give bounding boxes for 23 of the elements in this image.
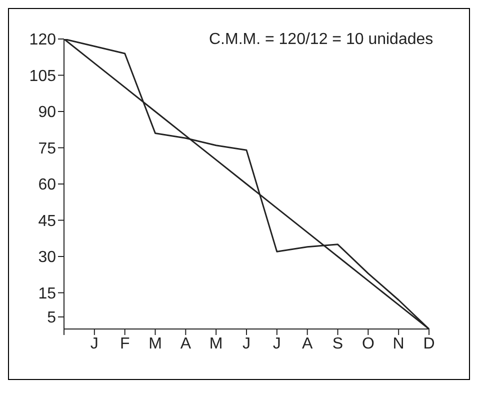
x-tick-label: A <box>180 335 192 352</box>
x-tick-label: M <box>209 335 223 352</box>
x-tick-label: A <box>302 335 313 352</box>
y-tick-label: 105 <box>29 68 56 85</box>
x-tick-label: J <box>90 335 98 352</box>
x-tick-label: J <box>272 335 281 352</box>
frame: J F M A M J J A S O N D 5 15 30 45 60 75 90 105 120 C.M.M. = 120/12 = 10 unidades <box>8 8 470 380</box>
x-tick-label: N <box>392 335 404 352</box>
y-tick-label: 30 <box>38 249 56 266</box>
x-tick-label: F <box>120 335 130 352</box>
x-tick-label: O <box>362 335 374 352</box>
y-tick-label: 60 <box>38 176 56 194</box>
x-tick-label: M <box>148 335 162 352</box>
x-tick-label: J <box>242 335 250 352</box>
y-tick-label: 15 <box>38 285 56 302</box>
y-tick-label: 90 <box>38 104 56 122</box>
y-tick-label: 45 <box>38 212 56 230</box>
y-tick-label: 5 <box>47 310 56 327</box>
x-tick-label: S <box>332 335 344 352</box>
x-tick-label: D <box>423 335 435 352</box>
y-tick-label: 120 <box>29 32 56 49</box>
annotation: C.M.M. = 120/12 = 10 unidades <box>209 31 434 49</box>
y-tick-label: 75 <box>38 140 56 158</box>
